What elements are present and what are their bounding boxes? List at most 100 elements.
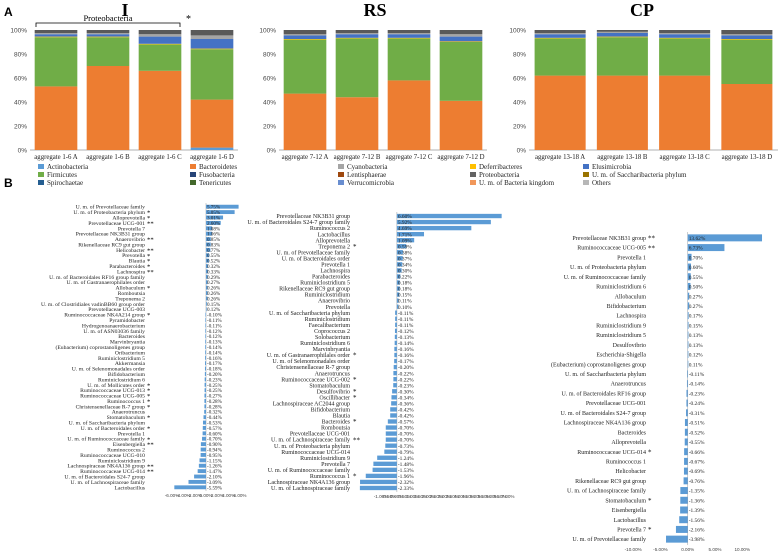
row-label: Prevotella 7 [118,226,145,232]
row-label: Rikenellaceae RC9 gut group [575,479,646,485]
bar [396,292,400,297]
bar-segment-tenericutes [439,34,483,37]
bar [687,350,689,358]
row-label: Prevotellaceae UCG-001 [586,401,646,407]
bar [390,413,397,418]
row-label: Bifidobacterium [108,371,146,378]
row-label: Prevotella [122,253,145,259]
row-label: Akkermansia [115,361,146,367]
chart-title: I [121,0,128,20]
significance-star: ** [648,235,656,243]
bar-segment-bacteroidetes [387,80,431,150]
value-label: 0.77% [207,248,221,254]
x-tick-label: aggregate 1-6 D [190,154,234,161]
row-label: U. m. of Gastranaerophilales order [66,279,145,286]
bar [204,393,206,398]
value-label: 0.13% [689,343,703,349]
value-label: -1.53% [398,468,414,474]
row-label: Oribacterium [115,350,146,356]
value-label: -0.12% [207,329,223,335]
x-tick-label: -0.50% [382,494,397,499]
bar-segment-u-m-of-bacteria-kingdom [387,30,431,33]
bar-segment-fusobacteria [34,36,78,38]
value-label: 0.18% [398,281,412,287]
row-label: Pyramidobacter [109,318,145,324]
bar [206,231,213,236]
bar-chart-i: U. m. of Prevotellaceae family 5.75% U. m.… [41,203,247,498]
row-label: Anaerotruncus [611,382,647,388]
x-tick-label: 5.00% [470,494,483,499]
significance-star: * [147,215,151,222]
bar-segment-tenericutes [721,34,773,36]
value-label: 0.30% [398,269,412,275]
bar [687,253,692,261]
bar [202,431,206,436]
y-tick-label: 0% [18,148,28,155]
row-label: Ruminococcaceae UCG-013 [80,388,145,394]
row-label: Allobaculum [115,286,145,292]
value-label: -0.18% [207,367,223,373]
bar [206,264,208,268]
significance-star: * [147,393,151,400]
value-label: -0.53% [207,421,223,427]
bar-segment-firmicutes [190,49,234,100]
significance-star: * [147,210,151,217]
bar [391,401,397,406]
bar [394,346,397,352]
row-label: Bacteroides [618,430,647,436]
bar-segment-fusobacteria [596,36,648,38]
row-label: U. m. of Prevotellaceae family [276,249,350,256]
x-tick-label: 2.50% [430,494,443,499]
bar [396,250,403,255]
bar-segment-tenericutes [596,31,648,33]
value-label: -0.66% [689,450,705,456]
bar-segment-u-m-of-bacteria-kingdom [335,30,379,33]
bar-segment-tenericutes [34,33,78,35]
x-tick-label: 6.00% [486,494,499,499]
significance-star: * [353,376,357,384]
value-label: -2.16% [689,528,705,534]
value-label: -0.24% [689,401,705,407]
significance-star: * [147,404,151,411]
x-tick-label: 2.00% [211,493,224,498]
row-label: Lachnospira [616,314,646,320]
bar [687,244,725,252]
value-label: 0.15% [398,293,412,299]
row-label: Christensenellaceae R-7 group [76,404,146,410]
bar [205,323,206,328]
row-label: Allobaculum [615,294,647,300]
row-label: Ruminococcaceae UCG-014 [281,450,350,456]
legend: Actinobacteria Bacteroidetes Cyanobacteria… [38,163,687,187]
value-label: -1.47% [207,469,223,475]
x-tick-label: aggregate 7-12 B [334,154,381,161]
proteobacteria-bracket: Proteobacteria * [35,13,191,27]
significance-star: ** [147,237,154,244]
y-tick-label: 100% [259,28,276,35]
row-label: Oscillibacter [319,395,350,401]
value-label: 1.06% [207,232,221,238]
legend-label: Spirochaetae [47,179,83,187]
row-label: Ruminococcaceae NK4A214 group [64,313,145,319]
bar [359,485,397,491]
x-tick-label: 7.00% [501,494,514,499]
row-label: Anaerovibrio [115,237,145,243]
bar [204,377,206,382]
value-label: -0.11% [398,317,414,323]
significance-star: * [353,418,357,426]
value-label: -0.95% [207,453,223,459]
legend-swatch [38,180,44,185]
bar [391,395,397,400]
chart-title: RS [363,0,386,20]
significance-star: * [186,14,191,25]
row-label: U. m. of Proteobacteria phylum [274,443,350,450]
bar [396,225,472,231]
y-tick-label: 40% [263,100,276,107]
bar-segment-fusobacteria [387,37,431,39]
bar-segment-tenericutes [190,35,234,39]
bar [198,463,206,468]
bar [679,516,688,524]
bar [393,370,397,376]
value-label: -0.16% [398,347,414,353]
row-label: Ruminococcus 1 [107,399,145,405]
legend-label: Actinobacteria [47,163,89,171]
